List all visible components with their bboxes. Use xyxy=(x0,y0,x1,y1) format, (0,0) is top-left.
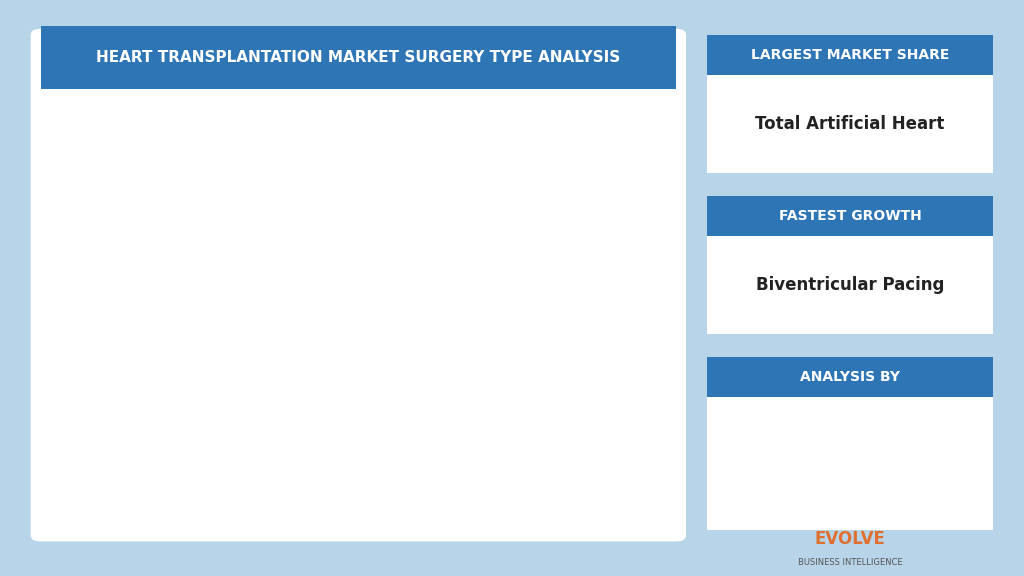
FancyBboxPatch shape xyxy=(442,392,467,414)
Text: Biventricular Pacing: Biventricular Pacing xyxy=(477,241,615,255)
Text: BUSINESS INTELLIGENCE: BUSINESS INTELLIGENCE xyxy=(798,558,902,567)
FancyBboxPatch shape xyxy=(442,237,467,259)
Text: Biventricular Pacing: Biventricular Pacing xyxy=(756,276,944,294)
Text: Total Artificial Heart: Total Artificial Heart xyxy=(756,115,944,133)
Bar xyxy=(780,470,797,512)
Wedge shape xyxy=(236,153,391,392)
Text: Total Artificial Heart: Total Artificial Heart xyxy=(477,163,614,177)
Text: Ventricular Assist Devices: Ventricular Assist Devices xyxy=(477,396,655,410)
Text: Heart Restraint Devices: Heart Restraint Devices xyxy=(477,319,641,332)
FancyBboxPatch shape xyxy=(442,159,467,181)
Text: HEART TRANSPLANTATION MARKET SURGERY TYPE ANALYSIS: HEART TRANSPLANTATION MARKET SURGERY TYP… xyxy=(96,50,621,65)
Wedge shape xyxy=(80,195,184,304)
Text: LARGEST MARKET SHARE: LARGEST MARKET SHARE xyxy=(751,48,949,62)
Wedge shape xyxy=(80,298,208,453)
Bar xyxy=(800,446,817,512)
FancyBboxPatch shape xyxy=(442,470,467,492)
Text: 34%: 34% xyxy=(224,296,284,320)
FancyBboxPatch shape xyxy=(442,314,467,336)
Text: FASTEST GROWTH: FASTEST GROWTH xyxy=(778,209,922,223)
Text: EVOLVE: EVOLVE xyxy=(814,530,886,548)
Bar xyxy=(819,457,837,512)
Text: ANALYSIS BY: ANALYSIS BY xyxy=(800,370,900,384)
Wedge shape xyxy=(178,348,367,464)
Text: Other: Other xyxy=(477,474,516,488)
Bar xyxy=(839,433,856,512)
Wedge shape xyxy=(129,153,236,253)
